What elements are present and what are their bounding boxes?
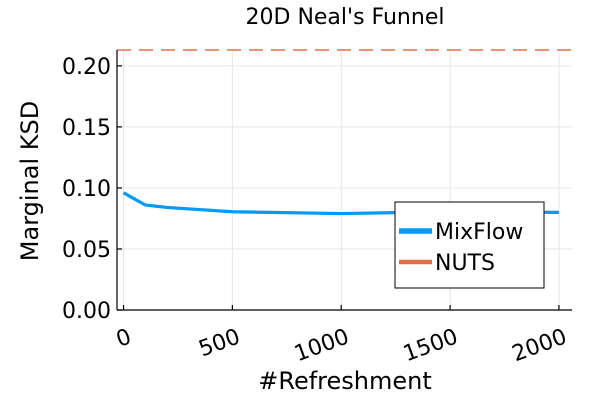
chart-title: 20D Neal's Funnel <box>246 5 445 30</box>
y-tick-label-0: 0.00 <box>62 299 111 324</box>
y-axis-label: Marginal KSD <box>16 101 44 261</box>
legend-label-mixflow: MixFlow <box>435 220 523 245</box>
x-tick-label-3: 1500 <box>400 324 461 367</box>
x-tick-label-4: 2000 <box>509 324 570 367</box>
plot-area <box>117 49 572 216</box>
legend-box <box>394 201 545 289</box>
legend: MixFlow NUTS <box>394 201 545 289</box>
y-tick-label-1: 0.05 <box>62 238 111 263</box>
legend-label-nuts: NUTS <box>435 251 495 276</box>
y-tick-label-3: 0.15 <box>62 116 111 141</box>
x-tick-label-2: 1000 <box>291 324 352 367</box>
x-tick-label-0: 0 <box>113 324 135 352</box>
y-tick-label-2: 0.10 <box>62 177 111 202</box>
x-axis-label: #Refreshment <box>258 367 432 395</box>
x-tick-label-1: 500 <box>196 324 244 362</box>
y-tick-label-4: 0.20 <box>62 55 111 80</box>
